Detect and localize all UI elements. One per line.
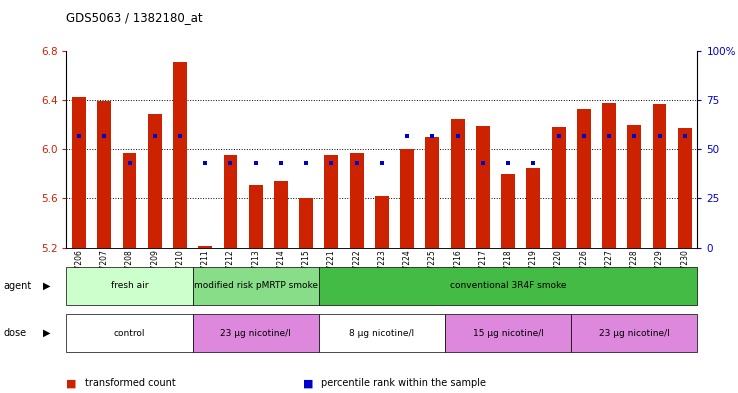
Bar	[400, 149, 414, 248]
Text: ▶: ▶	[43, 281, 50, 291]
Bar	[451, 119, 465, 248]
Text: transformed count: transformed count	[85, 378, 176, 388]
Text: fresh air: fresh air	[111, 281, 148, 290]
Bar	[319, 267, 697, 305]
Text: 8 µg nicotine/l: 8 µg nicotine/l	[349, 329, 415, 338]
Bar	[319, 314, 445, 352]
Bar	[148, 114, 162, 248]
Bar	[193, 267, 319, 305]
Bar	[652, 104, 666, 248]
Bar	[173, 62, 187, 248]
Bar	[224, 156, 238, 248]
Text: conventional 3R4F smoke: conventional 3R4F smoke	[450, 281, 566, 290]
Bar	[577, 109, 591, 248]
Bar	[325, 156, 339, 248]
Bar	[571, 314, 697, 352]
Text: modified risk pMRTP smoke: modified risk pMRTP smoke	[193, 281, 318, 290]
Bar	[66, 267, 193, 305]
Bar	[677, 129, 692, 248]
Bar	[501, 174, 515, 248]
Text: 23 µg nicotine/l: 23 µg nicotine/l	[599, 329, 669, 338]
Bar	[526, 168, 540, 248]
Text: control: control	[114, 329, 145, 338]
Bar	[425, 137, 439, 248]
Bar	[350, 153, 364, 248]
Bar	[72, 97, 86, 248]
Text: ▶: ▶	[43, 328, 50, 338]
Text: agent: agent	[4, 281, 32, 291]
Text: ■: ■	[303, 378, 313, 388]
Text: percentile rank within the sample: percentile rank within the sample	[321, 378, 486, 388]
Bar	[627, 125, 641, 248]
Bar	[299, 198, 313, 248]
Text: 15 µg nicotine/l: 15 µg nicotine/l	[472, 329, 544, 338]
Text: GDS5063 / 1382180_at: GDS5063 / 1382180_at	[66, 11, 203, 24]
Bar	[97, 101, 111, 248]
Bar	[476, 126, 490, 248]
Bar	[602, 103, 616, 248]
Text: 23 µg nicotine/l: 23 µg nicotine/l	[221, 329, 291, 338]
Bar	[375, 196, 389, 248]
Bar	[66, 314, 193, 352]
Text: ■: ■	[66, 378, 77, 388]
Bar	[193, 314, 319, 352]
Text: dose: dose	[4, 328, 27, 338]
Bar	[445, 314, 571, 352]
Bar	[199, 246, 213, 248]
Bar	[249, 185, 263, 248]
Bar	[551, 127, 565, 248]
Bar	[123, 153, 137, 248]
Bar	[274, 181, 288, 248]
